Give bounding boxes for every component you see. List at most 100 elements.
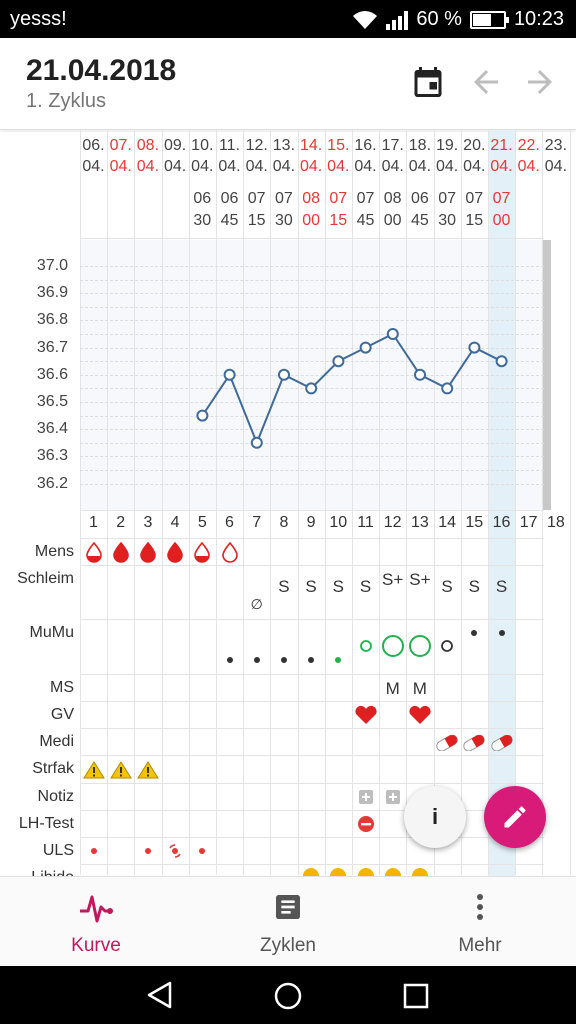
- temperature-point[interactable]: [414, 368, 426, 381]
- cervix-dot-icon[interactable]: [280, 656, 288, 664]
- date-month: 04.: [82, 158, 105, 175]
- home-icon[interactable]: [272, 980, 304, 1012]
- mucus-value[interactable]: S+: [382, 570, 404, 589]
- back-icon[interactable]: [144, 980, 176, 1010]
- temperature-point[interactable]: [223, 368, 236, 381]
- cervix-dot-icon[interactable]: [470, 629, 478, 637]
- ms-value[interactable]: M: [385, 679, 400, 698]
- cervix-dot-icon[interactable]: [253, 656, 261, 664]
- calendar-icon[interactable]: [410, 64, 446, 100]
- cycle-day-number: 1: [89, 514, 98, 531]
- pill-icon[interactable]: [489, 735, 515, 751]
- y-axis-tick-label: 36.7: [36, 338, 68, 356]
- nav-zyklen[interactable]: Zyklen: [192, 877, 384, 967]
- ultrasound-dot-icon[interactable]: [144, 847, 152, 855]
- grid-line-vertical: [352, 130, 353, 875]
- temperature-point[interactable]: [359, 341, 372, 354]
- grid-line-horizontal: [80, 837, 544, 838]
- arrow-left-icon[interactable]: [468, 64, 504, 100]
- date-day: 10.: [191, 137, 214, 154]
- cervix-circle-icon[interactable]: [381, 634, 405, 658]
- grid-line-vertical: [461, 130, 462, 875]
- note-icon[interactable]: [385, 790, 400, 804]
- grid-line-vertical: [488, 130, 489, 875]
- measure-time-minute: 30: [193, 212, 212, 229]
- measure-time-hour: 07: [247, 190, 266, 207]
- document-list-icon: [276, 895, 300, 919]
- recents-icon[interactable]: [402, 982, 430, 1010]
- warning-icon[interactable]: [137, 760, 159, 780]
- y-axis-tick-label: 37.0: [36, 257, 68, 274]
- lh-negative-icon[interactable]: [357, 815, 375, 833]
- blood-drop-icon[interactable]: [112, 541, 130, 563]
- cycle-chart[interactable]: 06. 04. 07. 04. 08. 04. 09. 04. 10. 04. 11. 04. 12. 0…: [0, 130, 576, 886]
- blood-drop-outline-icon[interactable]: [221, 541, 239, 563]
- temperature-point[interactable]: [250, 436, 263, 449]
- measure-time-minute: 00: [302, 212, 320, 229]
- grid-line-horizontal: [80, 810, 544, 811]
- temperature-point[interactable]: [495, 355, 508, 368]
- mucus-value[interactable]: S: [495, 577, 508, 596]
- date-day: 14.: [299, 137, 323, 154]
- blood-drop-icon[interactable]: [85, 541, 103, 563]
- pill-icon[interactable]: [461, 735, 487, 751]
- cervix-circle-icon[interactable]: [440, 639, 454, 653]
- temperature-point[interactable]: [196, 409, 209, 422]
- cycle-day-number: 9: [306, 514, 316, 531]
- warning-icon[interactable]: [82, 760, 105, 780]
- mucus-value[interactable]: S: [305, 577, 317, 596]
- mucus-value[interactable]: S: [278, 577, 290, 596]
- measure-time-hour: 07: [274, 190, 293, 207]
- cervix-dot-icon[interactable]: [498, 629, 506, 637]
- warning-icon[interactable]: [109, 760, 132, 780]
- heart-icon[interactable]: [354, 705, 378, 725]
- ultrasound-dot-icon[interactable]: [198, 847, 206, 855]
- pill-icon[interactable]: [434, 735, 460, 751]
- temperature-point[interactable]: [441, 382, 454, 395]
- heart-icon[interactable]: [408, 705, 432, 725]
- ms-value[interactable]: M: [412, 679, 427, 698]
- ultrasound-dot-icon[interactable]: [90, 847, 98, 855]
- blood-drop-icon[interactable]: [166, 541, 184, 563]
- arrow-right-icon[interactable]: [522, 64, 558, 100]
- temperature-point[interactable]: [332, 355, 345, 368]
- mucus-value[interactable]: S: [468, 577, 480, 596]
- blood-drop-icon[interactable]: [139, 541, 157, 563]
- temperature-point[interactable]: [305, 382, 318, 395]
- page-title: 21.04.2018: [26, 54, 177, 87]
- date-month: 04.: [381, 158, 404, 175]
- cervix-circle-icon[interactable]: [359, 639, 373, 653]
- cervix-dot-icon[interactable]: [307, 656, 315, 664]
- cycle-day-number: 8: [279, 514, 289, 531]
- cervix-dot-icon[interactable]: [226, 656, 234, 664]
- nav-kurve[interactable]: Kurve: [0, 877, 192, 967]
- cycle-day-number: 16: [492, 514, 511, 531]
- info-button[interactable]: i: [404, 786, 466, 848]
- temperature-gridline: [80, 266, 544, 267]
- grid-line-vertical: [379, 130, 380, 875]
- row-label-schleim: Schleim: [17, 570, 74, 587]
- measure-time-minute: 00: [492, 212, 511, 229]
- temperature-point[interactable]: [468, 341, 481, 354]
- date-day: 11.: [218, 137, 241, 154]
- temperature-gridline: [80, 320, 544, 321]
- ultrasound-follicle-icon[interactable]: [167, 843, 183, 859]
- pencil-icon: [504, 806, 526, 828]
- mucus-value[interactable]: S: [359, 577, 372, 596]
- temperature-point[interactable]: [386, 328, 399, 340]
- date-day: 21.: [490, 137, 513, 154]
- cervix-dot-icon[interactable]: [334, 656, 342, 664]
- nav-mehr[interactable]: Mehr: [384, 877, 576, 967]
- mucus-value[interactable]: ∅: [250, 596, 263, 612]
- mucus-value[interactable]: S: [332, 577, 344, 596]
- note-icon[interactable]: [358, 790, 373, 804]
- date-month: 04.: [517, 158, 540, 175]
- measure-time-hour: 07: [465, 190, 484, 207]
- blood-drop-icon[interactable]: [193, 541, 211, 563]
- mucus-value[interactable]: S: [441, 577, 453, 596]
- temperature-point[interactable]: [278, 368, 290, 381]
- mucus-value[interactable]: S+: [409, 570, 431, 589]
- date-month: 04.: [136, 158, 160, 175]
- edit-button[interactable]: [484, 786, 546, 848]
- cervix-circle-icon[interactable]: [408, 634, 432, 658]
